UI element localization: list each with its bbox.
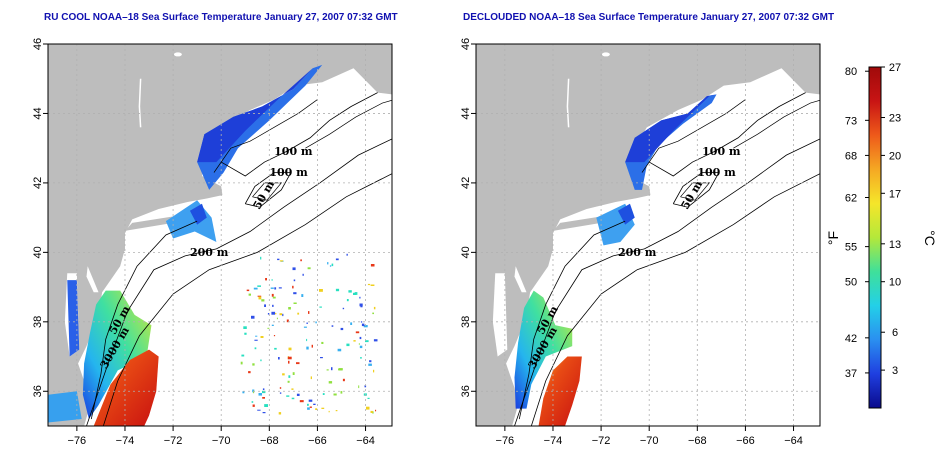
fahrenheit-unit-label: °F (825, 231, 841, 245)
y-tick-label: 38 (460, 316, 472, 328)
y-tick-label: 44 (32, 107, 44, 119)
y-tick-label: 42 (32, 177, 44, 189)
map-frame (475, 43, 821, 427)
celsius-tick-label: 10 (889, 277, 901, 289)
fahrenheit-tick-label: 68 (845, 150, 857, 162)
sst-data (48, 64, 378, 426)
panel-title-left: RU COOL NOAA–18 Sea Surface Temperature … (44, 12, 398, 23)
fahrenheit-tick-label: 37 (845, 368, 857, 380)
bays (492, 266, 527, 357)
y-tick-label: 42 (460, 177, 472, 189)
celsius-tick-label: 17 (889, 188, 901, 200)
y-tick-label: 46 (32, 38, 44, 50)
celsius-tick-label: 27 (889, 62, 901, 74)
contour-label: 200 m (190, 246, 229, 259)
contour-label: 100 m (274, 145, 313, 158)
x-tick-label: −76 (496, 435, 515, 447)
fahrenheit-tick-label: 73 (845, 115, 857, 127)
x-tick-label: −66 (736, 435, 755, 447)
celsius-tick-label: 23 (889, 113, 901, 125)
x-tick-label: −64 (356, 435, 375, 447)
panel-title-right: DECLOUDED NOAA–18 Sea Surface Temperatur… (463, 12, 835, 23)
y-tick-label: 46 (460, 38, 472, 50)
land-mass (476, 44, 820, 426)
fahrenheit-tick-label: 80 (845, 66, 857, 78)
contour-label: 100 m (697, 166, 736, 179)
x-tick-label: −72 (164, 435, 183, 447)
fahrenheit-tick-label: 50 (845, 277, 857, 289)
x-tick-label: −72 (592, 435, 611, 447)
celsius-tick-label: 13 (889, 239, 901, 251)
x-tick-label: −74 (116, 435, 135, 447)
x-tick-label: −70 (212, 435, 231, 447)
x-tick-label: −68 (260, 435, 279, 447)
contour-label: 200 m (618, 246, 657, 259)
x-tick-label: −66 (308, 435, 327, 447)
y-tick-label: 36 (32, 385, 44, 397)
celsius-unit-label: °C (922, 230, 938, 246)
fahrenheit-tick-label: 55 (845, 242, 857, 254)
x-tick-label: −76 (68, 435, 87, 447)
y-tick-label: 36 (460, 385, 472, 397)
colorbar-gradient (868, 66, 882, 409)
sst-data (514, 94, 717, 426)
long-island (124, 215, 177, 231)
x-tick-label: −70 (640, 435, 659, 447)
y-tick-label: 40 (460, 246, 472, 258)
x-tick-label: −74 (544, 435, 563, 447)
celsius-tick-label: 20 (889, 150, 901, 162)
y-tick-label: 40 (32, 246, 44, 258)
contour-label: 100 m (269, 166, 308, 179)
contour-label: 100 m (702, 145, 741, 158)
map-frame (47, 43, 393, 427)
y-tick-label: 44 (460, 107, 472, 119)
x-tick-label: −64 (784, 435, 803, 447)
celsius-tick-label: 3 (892, 365, 898, 377)
land-mass (48, 44, 392, 426)
x-tick-label: −68 (688, 435, 707, 447)
fahrenheit-tick-label: 62 (845, 193, 857, 205)
long-island (552, 215, 605, 231)
y-tick-label: 38 (32, 316, 44, 328)
fahrenheit-tick-label: 42 (845, 333, 857, 345)
celsius-tick-label: 6 (892, 327, 898, 339)
